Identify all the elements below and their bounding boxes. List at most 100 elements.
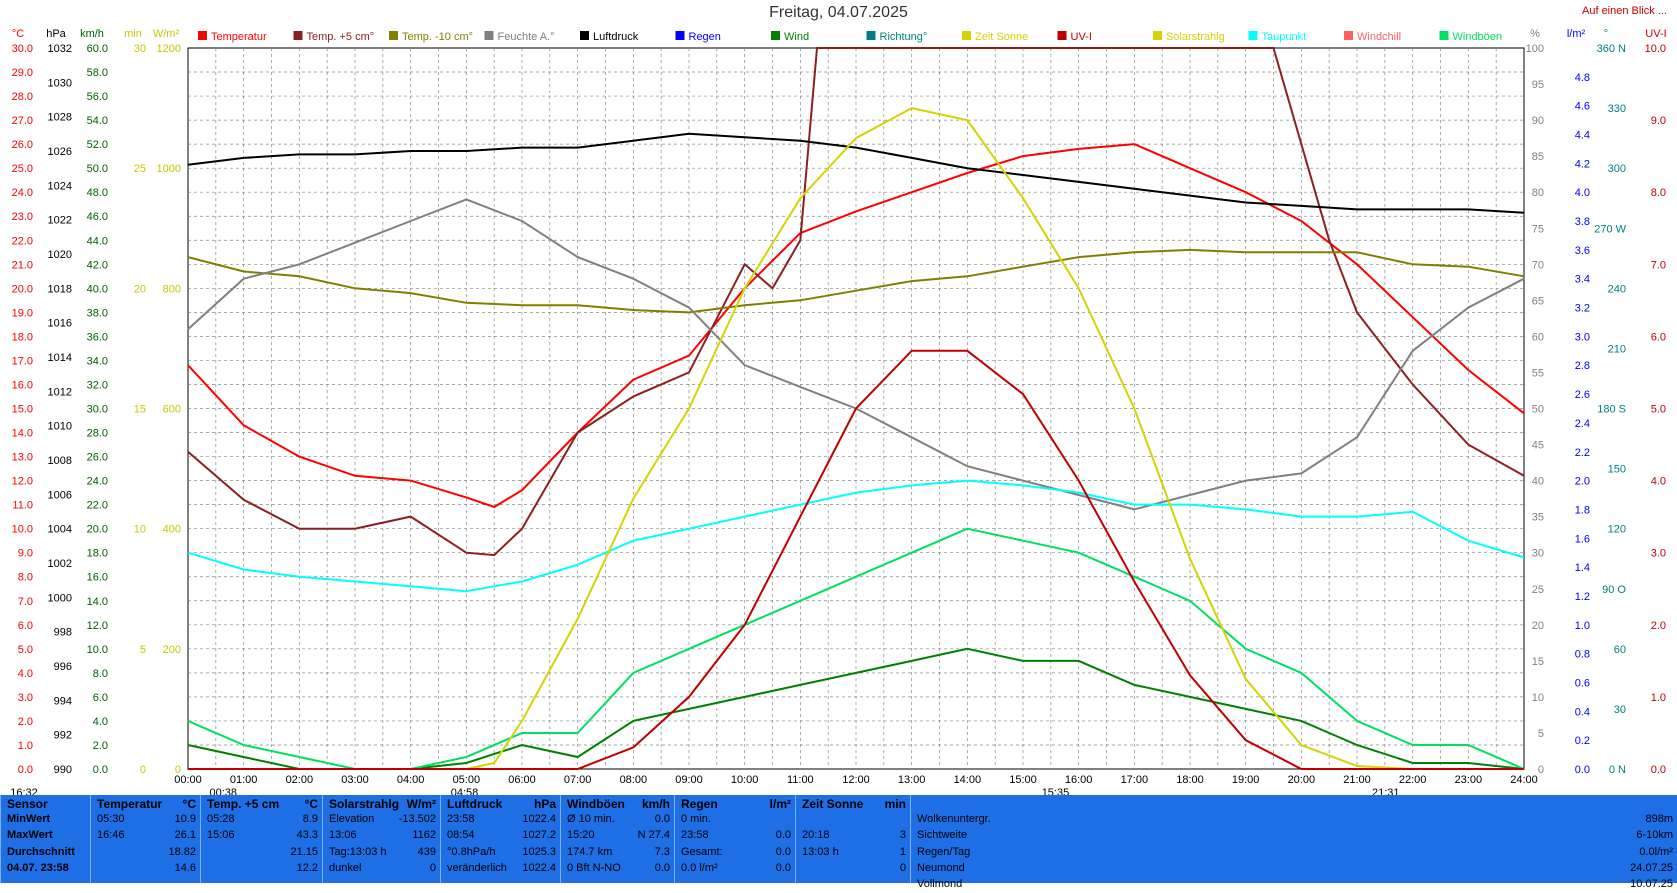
- axis-tick-temp: 17.0: [12, 355, 33, 367]
- axis-tick-wm2: 1000: [157, 163, 181, 175]
- summary-row: 0 Bft N-NO 0.0: [567, 862, 670, 877]
- axis-tick-lm2: 0.4: [1575, 706, 1590, 718]
- axis-tick-min: 0: [140, 764, 146, 776]
- axis-unit-lm2: l/m²: [1567, 28, 1586, 40]
- series-line: [187, 248, 1525, 314]
- axis-tick-lm2: 1.8: [1575, 504, 1590, 516]
- legend-label: Temp. +5 cm°: [307, 31, 375, 43]
- legend-label: Wind: [784, 31, 809, 43]
- summary-label: 0.0 l/m²: [681, 861, 718, 874]
- weather-chart: 0.0 1.0 2.0 3.0 4.0 5.0 6.0 7.0 8.0 9.0 10.0 11.0 12…: [10, 28, 1666, 795]
- summary-label: veränderlich: [447, 861, 507, 874]
- axis-tick-dir: 330: [1608, 103, 1626, 115]
- axis-tick-min: 25: [134, 163, 146, 175]
- axis-tick-temp: 13.0: [12, 452, 33, 464]
- axis-tick-hpa: 992: [54, 730, 72, 742]
- axis-tick-lm2: 3.2: [1575, 303, 1590, 315]
- overview-link[interactable]: Auf einen Blick ...: [1582, 5, 1667, 17]
- summary-table: Sensor MinWert MaxWert Durchschnitt 04.07. 2…: [0, 795, 1677, 890]
- axis-tick-hpa: 1014: [48, 352, 72, 364]
- axis-tick-wm2: 800: [163, 283, 181, 295]
- x-tick-label: 13:00: [898, 774, 926, 786]
- axis-tick-kmh: 36.0: [87, 331, 108, 343]
- x-tick-label: 00:00: [174, 774, 202, 786]
- axis-tick-pct: 20: [1532, 620, 1544, 632]
- summary-label: 20:18: [802, 829, 830, 842]
- legend-swatch: [1344, 31, 1353, 40]
- summary-value: 439: [417, 845, 436, 858]
- summary-column: Luftdruck hPa 23:58 1022.4 08:54 1027.2 °0.8hP…: [440, 795, 560, 883]
- axis-tick-hpa: 1032: [48, 43, 72, 55]
- summary-label: Tag:13:03 h: [329, 845, 387, 858]
- axis-tick-temp: 20.0: [12, 283, 33, 295]
- axis-tick-hpa: 996: [54, 661, 72, 673]
- summary-row: Windböen km/h: [567, 797, 670, 812]
- summary-label: Sichtweite: [917, 829, 968, 842]
- summary-label: 15:06: [207, 829, 235, 842]
- axis-tick-kmh: 56.0: [87, 91, 108, 103]
- legend-label: Zeit Sonne: [975, 31, 1028, 43]
- x-tick-label: 09:00: [675, 774, 703, 786]
- summary-label: Regen/Tag: [917, 845, 971, 858]
- axis-tick-lm2: 1.2: [1575, 591, 1590, 603]
- summary-label: Windböen: [567, 797, 625, 811]
- summary-value: 24.07.25: [1630, 861, 1673, 874]
- legend-label: Windchill: [1357, 31, 1401, 43]
- axis-tick-dir: 210: [1608, 343, 1626, 355]
- axis-tick-min: 20: [134, 283, 146, 295]
- summary-column: Zeit Sonne min 20:18 3 13:03 h 1 0: [795, 795, 910, 883]
- summary-value: 1162: [412, 829, 436, 842]
- summary-value: hPa: [533, 797, 556, 811]
- summary-row: 15:20 N 27.4: [567, 829, 670, 844]
- summary-row: Sensor: [7, 797, 86, 812]
- axis-tick-kmh: 32.0: [87, 379, 108, 391]
- legend-swatch: [1248, 31, 1258, 40]
- axis-tick-temp: 2.0: [18, 716, 33, 728]
- summary-label: MinWert: [7, 813, 51, 826]
- summary-value: -13.502: [398, 813, 436, 826]
- summary-row: Elevation -13.502: [329, 813, 436, 828]
- axis-tick-kmh: 38.0: [87, 307, 108, 319]
- axis-tick-pct: 100: [1526, 43, 1544, 55]
- legend-swatch: [1057, 31, 1067, 40]
- axis-tick-hpa: 1028: [48, 112, 72, 124]
- summary-row: Gesamt: 0.0: [681, 846, 791, 861]
- legend-label: Windböen: [1453, 31, 1503, 43]
- axis-tick-pct: 40: [1532, 476, 1544, 488]
- time-annotation: 04:58: [451, 787, 479, 795]
- summary-row: 14.6: [97, 862, 196, 877]
- legend-swatch: [675, 31, 685, 40]
- axis-tick-temp: 1.0: [18, 740, 33, 752]
- axis-tick-temp: 4.0: [18, 668, 33, 680]
- legend-swatch: [1153, 31, 1162, 40]
- summary-label: Neumond: [917, 861, 965, 874]
- x-tick-label: 05:00: [453, 774, 481, 786]
- summary-row: Solarstrahlg W/m²: [329, 797, 436, 812]
- summary-row: °0.8hPa/h 1025.3: [447, 846, 556, 861]
- x-tick-label: 11:00: [787, 774, 814, 786]
- axis-tick-uv: 7.0: [1651, 259, 1666, 271]
- summary-label: MaxWert: [7, 829, 53, 842]
- axis-tick-dir: 360 N: [1597, 43, 1626, 55]
- axis-tick-dir: 240: [1608, 283, 1626, 295]
- axis-tick-lm2: 3.4: [1575, 274, 1590, 286]
- summary-row: dunkel 0: [329, 862, 436, 877]
- time-annotation: 21:31: [1372, 787, 1400, 795]
- axis-tick-uv: 5.0: [1651, 404, 1666, 416]
- summary-row: 16:46 26.1: [97, 829, 196, 844]
- x-tick-label: 19:00: [1232, 774, 1260, 786]
- axis-tick-hpa: 990: [54, 764, 72, 776]
- axis-tick-kmh: 20.0: [87, 524, 108, 536]
- axis-tick-lm2: 3.0: [1575, 331, 1590, 343]
- summary-value: 21.15: [290, 845, 318, 858]
- series-line: [188, 349, 1524, 770]
- axis-tick-pct: 65: [1532, 295, 1544, 307]
- axis-tick-kmh: 14.0: [87, 596, 108, 608]
- x-tick-label: 16:00: [1065, 774, 1093, 786]
- summary-label: 13:06: [329, 829, 357, 842]
- axis-tick-wm2: 0: [175, 764, 181, 776]
- axis-tick-lm2: 2.6: [1575, 389, 1590, 401]
- axis-tick-dir: 180 S: [1597, 404, 1626, 416]
- axis-tick-kmh: 60.0: [87, 43, 108, 55]
- axis-tick-lm2: 2.4: [1575, 418, 1590, 430]
